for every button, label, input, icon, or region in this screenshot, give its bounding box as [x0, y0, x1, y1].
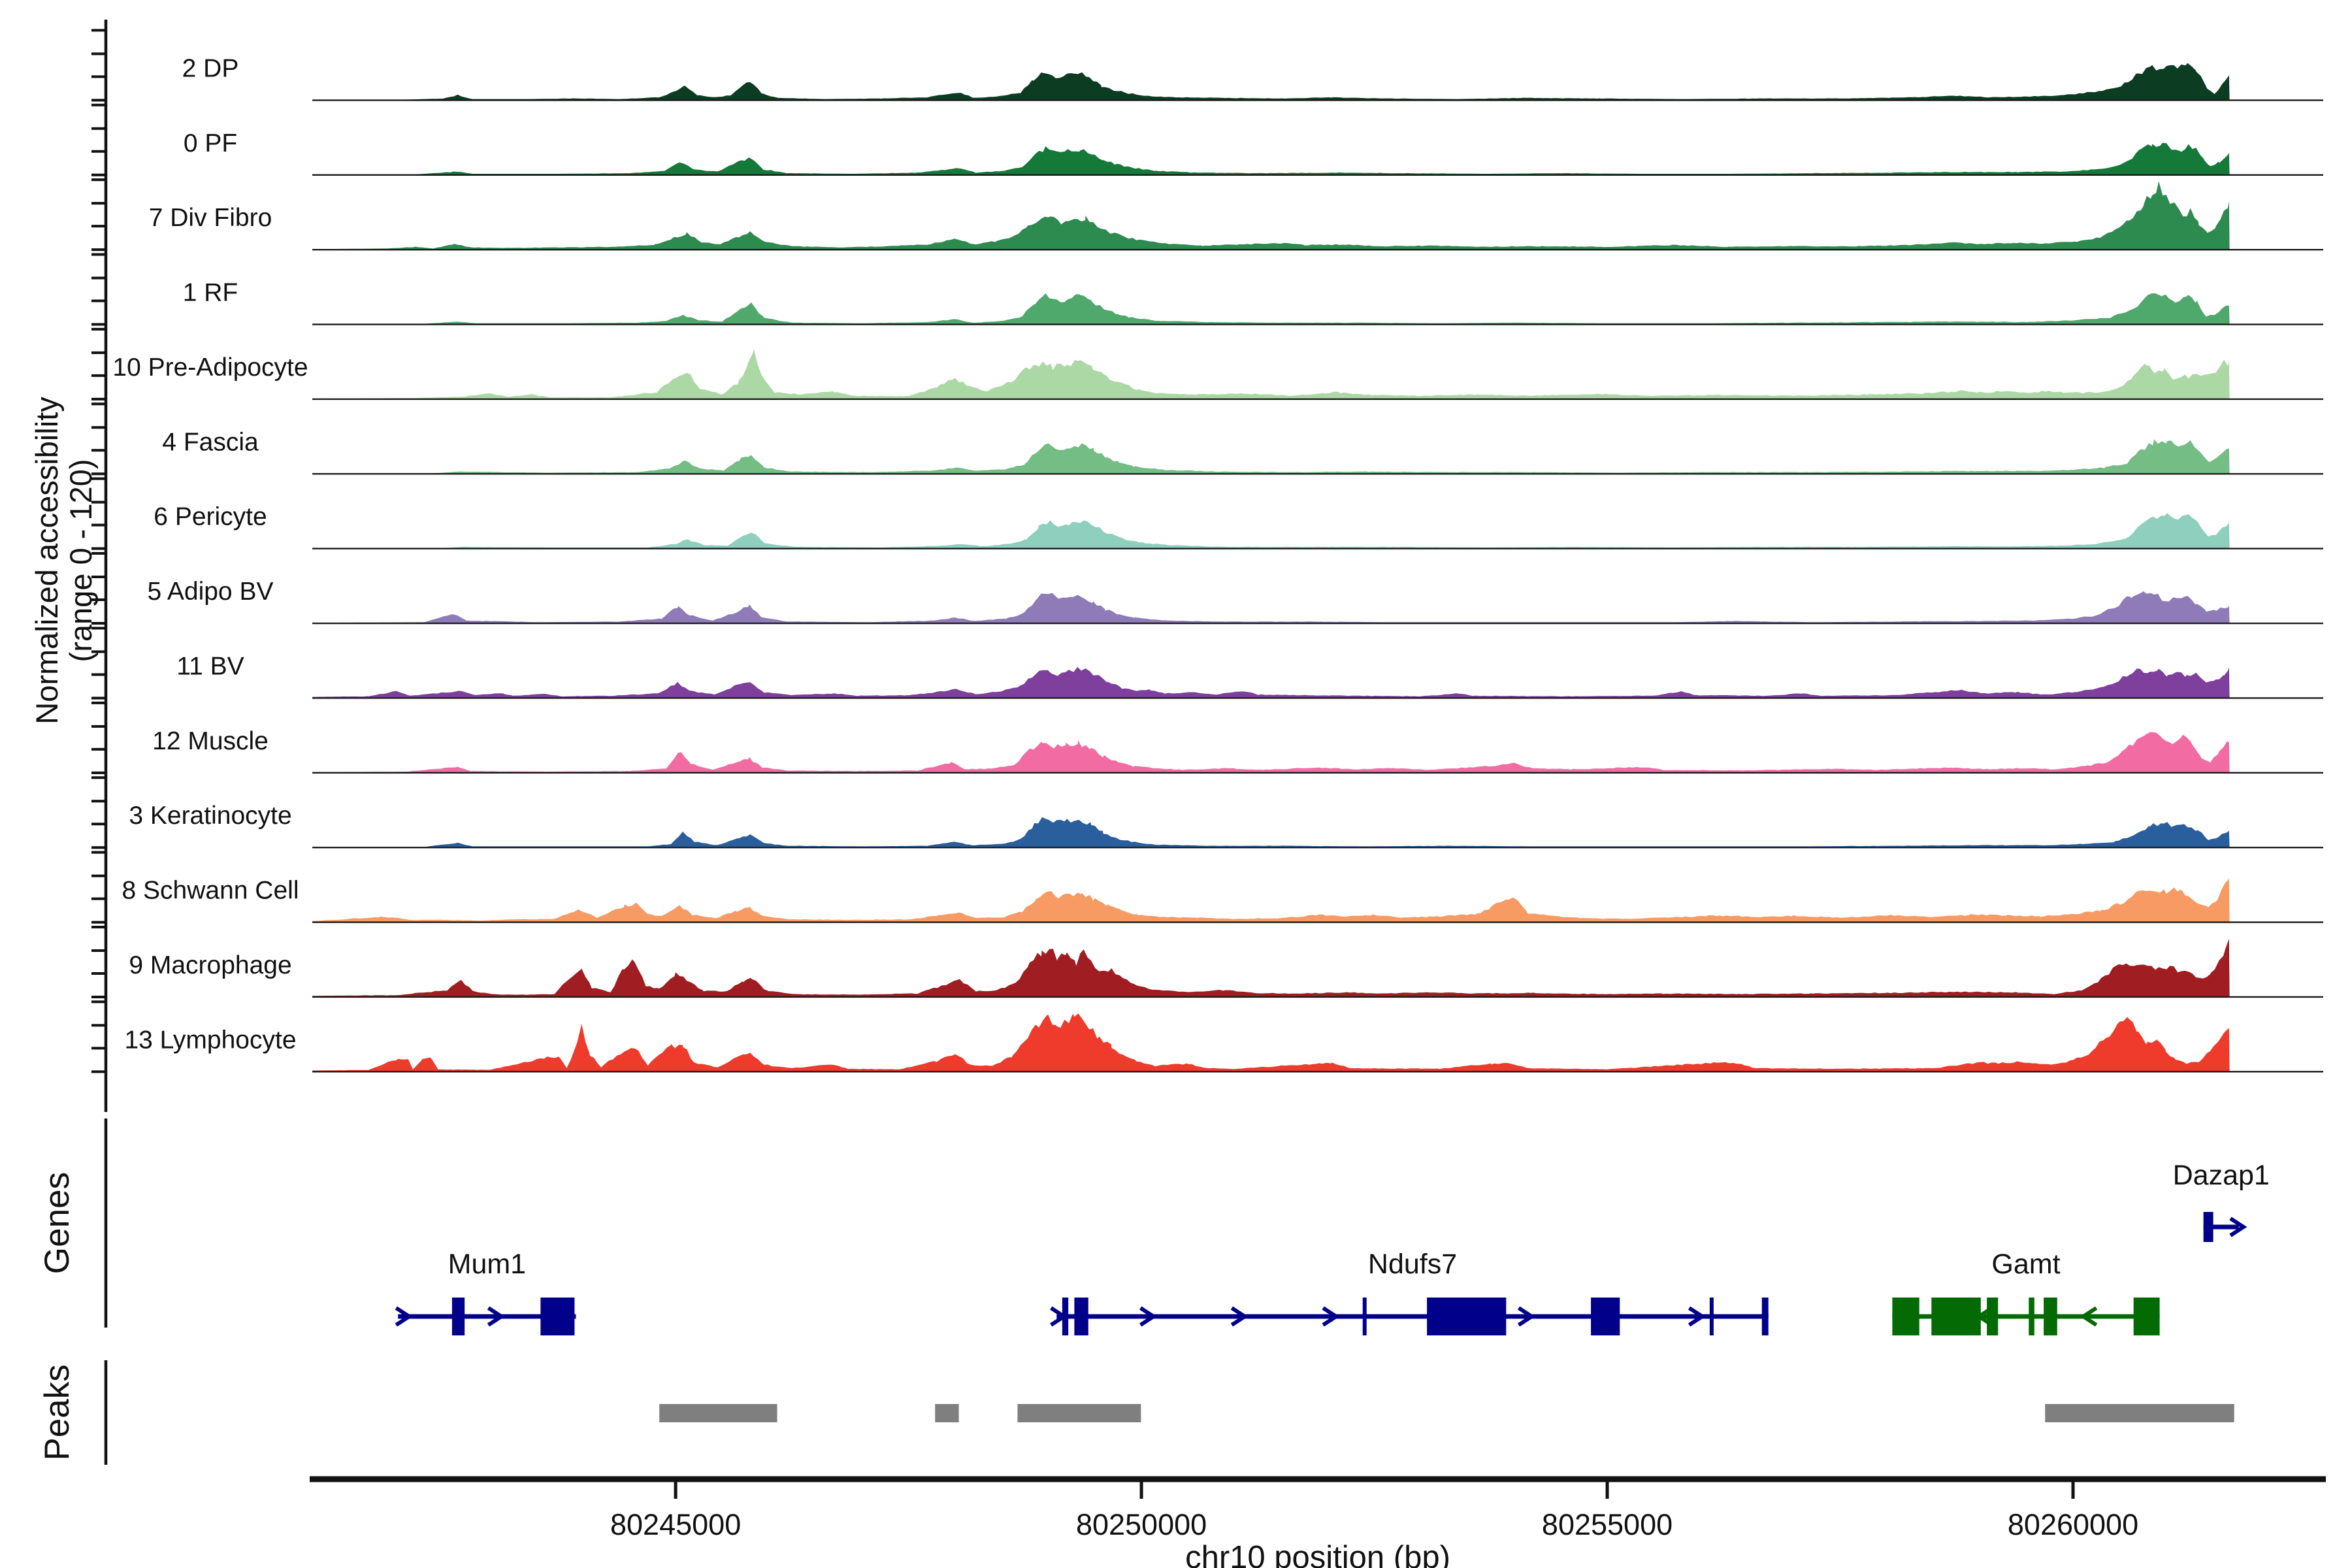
peak-bar	[1017, 1404, 1141, 1422]
peaks-section-label: Peaks	[38, 1364, 76, 1460]
track-label: 13 Lymphocyte	[124, 1026, 296, 1054]
track-area-11-bv	[312, 666, 2325, 698]
gene-label-ndufs7: Ndufs7	[1368, 1249, 1457, 1280]
gene-exon-gamt	[2133, 1298, 2160, 1335]
gene-exon-dazap1	[2203, 1212, 2213, 1242]
peak-bar	[659, 1404, 777, 1422]
gene-strand-arrow-icon	[487, 1306, 505, 1327]
x-axis-tick-label: 80260000	[2008, 1508, 2138, 1541]
gene-exon-gamt	[1931, 1298, 1981, 1335]
track-area-8-schwann-cell	[312, 877, 2325, 923]
track-label: 11 BV	[176, 652, 244, 680]
gene-strand-arrow-icon	[395, 1306, 413, 1327]
track-area-1-rf	[312, 293, 2325, 325]
track-label: 3 Keratinocyte	[129, 802, 291, 830]
gene-exon-ndufs7	[1761, 1298, 1769, 1335]
gene-exon-ndufs7	[1709, 1298, 1714, 1335]
gene-strand-arrow-icon	[1050, 1306, 1068, 1327]
track-label: 4 Fascia	[162, 428, 259, 456]
genes-section-label: Genes	[38, 1172, 76, 1274]
peak-bar	[935, 1404, 959, 1422]
x-axis-tick-label: 80245000	[610, 1508, 741, 1541]
gene-exon-gamt	[1892, 1298, 1919, 1335]
track-area-7-div-fibro	[312, 181, 2325, 250]
gene-exon-ndufs7	[1074, 1298, 1088, 1335]
track-label: 0 PF	[184, 129, 237, 157]
track-area-4-fascia	[312, 439, 2325, 474]
gene-label-mum1: Mum1	[448, 1249, 526, 1280]
track-area-5-adipo-bv	[312, 591, 2325, 624]
track-label: 7 Div Fibro	[149, 204, 272, 232]
track-label: 10 Pre-Adipocyte	[112, 353, 308, 382]
x-axis-tick-label: 80255000	[1542, 1508, 1673, 1541]
gene-strand-arrow-icon	[2080, 1306, 2098, 1327]
gene-strand-arrow-icon	[1322, 1306, 1340, 1327]
track-label: 1 RF	[183, 279, 238, 307]
x-axis-tick-label: 80250000	[1076, 1508, 1207, 1541]
gene-label-gamt: Gamt	[1991, 1249, 2060, 1280]
track-area-0-pf	[312, 142, 2325, 175]
gene-exon-mum1	[540, 1298, 575, 1335]
peak-bar	[2045, 1404, 2234, 1422]
track-area-12-muscle	[312, 732, 2325, 773]
track-label: 2 DP	[182, 54, 239, 82]
gene-strand-arrow-icon	[2229, 1217, 2247, 1237]
gene-exon-gamt	[2029, 1298, 2034, 1335]
gene-exon-ndufs7	[1427, 1298, 1507, 1335]
y-axis-title-line2: (range 0 - 120)	[63, 459, 98, 662]
track-area-10-pre-adipocyte	[312, 349, 2325, 399]
gene-strand-arrow-icon	[1975, 1306, 1993, 1327]
generated-plot-content: 2 DP 0 PF 7 Div Fibro 1 RF 10 Pre-Adipocyte 4…	[91, 20, 2326, 1541]
gene-strand-arrow-icon	[1688, 1306, 1707, 1327]
track-area-6-pericyte	[312, 513, 2325, 549]
gene-strand-arrow-icon	[1517, 1306, 1536, 1327]
track-area-3-keratinocyte	[312, 817, 2325, 848]
gene-label-dazap1: Dazap1	[2173, 1160, 2270, 1191]
y-axis-title-line1: Normalized accessibility	[29, 397, 64, 725]
gene-exon-ndufs7	[1362, 1298, 1367, 1335]
track-label: 12 Muscle	[152, 727, 269, 755]
track-area-9-macrophage	[312, 938, 2325, 997]
x-axis-title: chr10 position (bp)	[1185, 1540, 1450, 1568]
track-label: 6 Pericyte	[154, 503, 267, 531]
track-label: 5 Adipo BV	[148, 578, 274, 606]
gene-exon-gamt	[1987, 1298, 1999, 1335]
gene-strand-arrow-icon	[1230, 1306, 1249, 1327]
gene-exon-ndufs7	[1591, 1298, 1620, 1335]
gene-exon-gamt	[2044, 1298, 2057, 1335]
track-label: 8 Schwann Cell	[122, 877, 299, 905]
gene-strand-arrow-icon	[1139, 1306, 1158, 1327]
track-label: 9 Macrophage	[129, 951, 291, 979]
gene-exon-mum1	[451, 1298, 465, 1335]
track-area-13-lymphocyte	[312, 1013, 2325, 1072]
track-area-2-dp	[312, 63, 2325, 101]
